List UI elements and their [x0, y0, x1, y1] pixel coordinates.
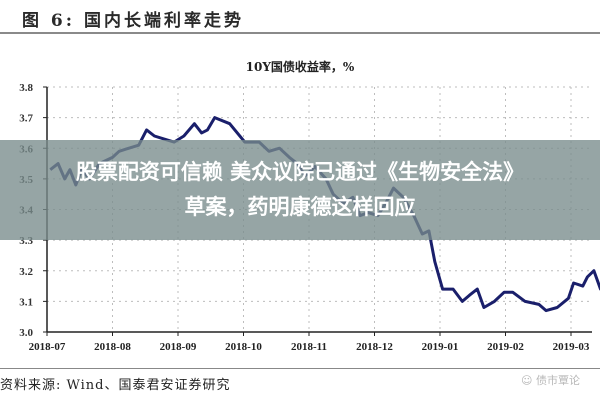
watermark: ☺ 债市覃论 [521, 374, 580, 387]
x-tick-label: 2019-01 [422, 341, 459, 353]
bottom-divider [0, 368, 600, 369]
x-tick-label: 2018-09 [160, 341, 197, 353]
figure-title: 图 6: 国内长端利率走势 [22, 11, 244, 31]
headline-line-1[interactable]: 股票配资可信赖 美众议院已通过《生物安全法》 [75, 160, 525, 184]
x-tick-label: 2018-10 [225, 341, 262, 353]
x-tick-label: 2018-12 [356, 341, 393, 353]
x-tick-label: 2019-02 [487, 341, 524, 353]
news-headline-overlay[interactable]: 股票配资可信赖 美众议院已通过《生物安全法》 草案，药明康德这样回应 [0, 140, 600, 240]
top-divider [0, 32, 600, 34]
x-tick-label: 2018-11 [291, 341, 327, 353]
chart-title: 10Y国债收益率，% [245, 60, 355, 74]
y-tick-label: 3.7 [19, 113, 33, 125]
x-tick-label: 2019-03 [553, 341, 590, 353]
x-tick-label: 2018-08 [94, 341, 131, 353]
y-tick-label: 3.1 [19, 296, 33, 308]
y-tick-label: 3.0 [19, 327, 33, 339]
source-note: 资料来源: Wind、国泰君安证券研究 [0, 378, 231, 393]
y-tick-label: 3.2 [19, 266, 33, 278]
wechat-icon: ☺ [521, 374, 536, 387]
x-tick-label: 2018-07 [29, 341, 66, 353]
headline-line-2[interactable]: 草案，药明康德这样回应 [184, 195, 416, 219]
y-tick-label: 3.8 [19, 82, 33, 94]
x-axis-ticks: 2018-07 2018-08 2018-09 2018-10 2018-11 2018-… [29, 341, 590, 353]
